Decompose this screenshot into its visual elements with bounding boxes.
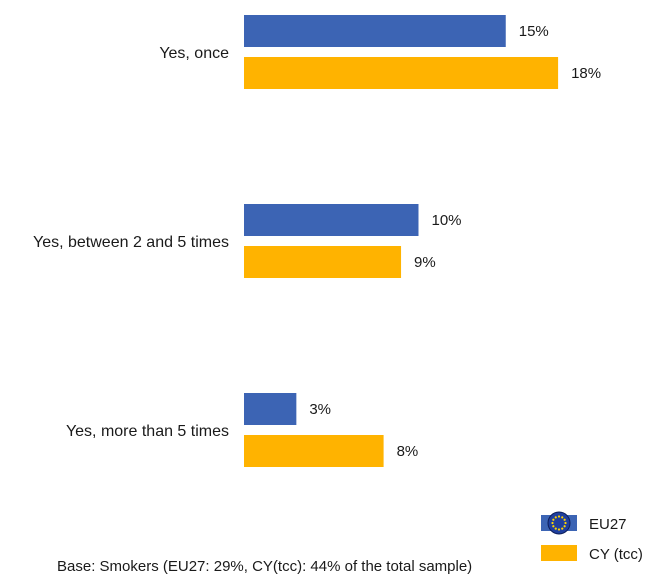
- legend-label-eu27: EU27: [589, 516, 627, 533]
- bar-cy-tcc-yes-between-2-and-5-times: [244, 246, 402, 278]
- legend: EU27 CY (tcc): [541, 511, 643, 563]
- bars-group: [244, 15, 559, 467]
- eu-flag-icon: [547, 511, 571, 535]
- bar-eu27-yes-more-than-5-times: [244, 393, 297, 425]
- value-label-cy-tcc-yes-more-than-5-times: 8%: [397, 443, 419, 460]
- bar-eu27-yes-between-2-and-5-times: [244, 204, 419, 236]
- legend-label-cy: CY (tcc): [589, 546, 643, 563]
- value-label-cy-tcc-yes-between-2-and-5-times: 9%: [414, 254, 436, 271]
- value-label-eu27-yes-once: 15%: [519, 23, 549, 40]
- category-label-yes-once: Yes, once: [159, 45, 229, 62]
- value-label-cy-tcc-yes-once: 18%: [571, 65, 601, 82]
- base-footnote: Base: Smokers (EU27: 29%, CY(tcc): 44% o…: [57, 558, 472, 574]
- bar-cy-tcc-yes-once: [244, 57, 559, 89]
- category-label-yes-more-than-5-times: Yes, more than 5 times: [66, 423, 229, 440]
- category-labels: Yes, once Yes, between 2 and 5 times Yes, …: [33, 45, 229, 440]
- legend-swatch-cy: [541, 545, 577, 561]
- value-label-eu27-yes-more-than-5-times: 3%: [309, 401, 331, 418]
- bar-cy-tcc-yes-more-than-5-times: [244, 435, 384, 467]
- value-labels: 15% 18% 10% 9% 3% 8%: [309, 23, 601, 460]
- value-label-eu27-yes-between-2-and-5-times: 10%: [432, 212, 462, 229]
- category-label-yes-between-2-and-5-times: Yes, between 2 and 5 times: [33, 234, 229, 251]
- bar-eu27-yes-once: [244, 15, 506, 47]
